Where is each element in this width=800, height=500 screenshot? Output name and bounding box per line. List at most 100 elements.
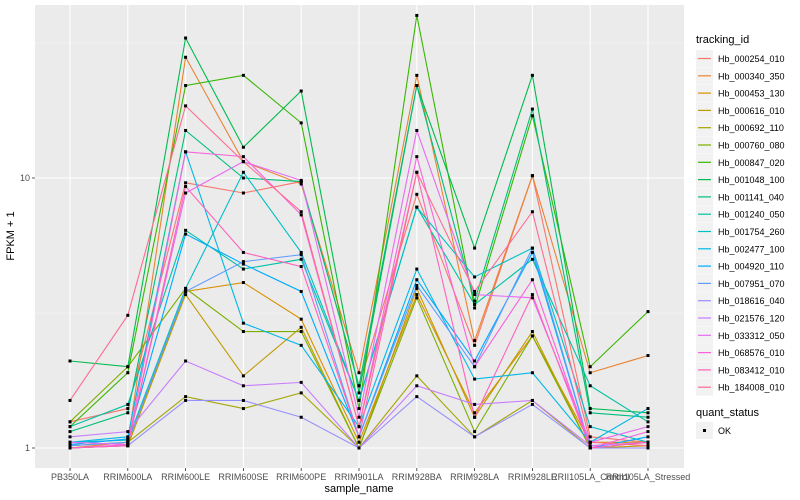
data-point bbox=[530, 174, 534, 178]
legend-label: Hb_083412_010 bbox=[718, 365, 785, 375]
data-point bbox=[126, 371, 130, 375]
data-point bbox=[588, 411, 592, 415]
data-point bbox=[646, 446, 650, 450]
data-point bbox=[357, 384, 361, 388]
data-point bbox=[126, 435, 130, 439]
data-point bbox=[530, 296, 534, 300]
data-point bbox=[530, 334, 534, 338]
data-point bbox=[646, 310, 650, 314]
data-point bbox=[68, 435, 72, 439]
data-point bbox=[241, 145, 245, 149]
data-point bbox=[473, 359, 477, 363]
data-point bbox=[299, 380, 303, 384]
data-point bbox=[473, 365, 477, 369]
data-point bbox=[415, 374, 419, 378]
data-point bbox=[68, 446, 72, 450]
data-point bbox=[473, 275, 477, 279]
x-axis: PB350LA RRIM600LA RRIM600LE RRIM600SE RRIM60… bbox=[51, 468, 690, 482]
data-point bbox=[530, 246, 534, 250]
legend-label: Hb_004920_110 bbox=[718, 262, 784, 272]
legend-items-tracking-id: Hb_000254_010 Hb_000340_350 Hb_000453_130 H… bbox=[696, 50, 785, 396]
data-point bbox=[473, 306, 477, 310]
data-point bbox=[646, 407, 650, 411]
data-point bbox=[530, 293, 534, 297]
legend-label: Hb_021576_120 bbox=[718, 314, 785, 324]
legend-shape-square bbox=[703, 429, 706, 432]
data-point bbox=[473, 246, 477, 250]
data-point bbox=[126, 365, 130, 369]
data-point bbox=[241, 160, 245, 164]
data-point bbox=[473, 430, 477, 434]
data-point bbox=[241, 374, 245, 378]
data-point bbox=[357, 391, 361, 395]
data-point bbox=[299, 265, 303, 269]
data-point bbox=[588, 365, 592, 369]
data-point bbox=[530, 250, 534, 254]
data-point bbox=[299, 178, 303, 182]
legend-label: Hb_001141_040 bbox=[718, 192, 784, 202]
data-point bbox=[473, 293, 477, 297]
y-tick-label: 1 bbox=[25, 443, 30, 453]
data-point bbox=[241, 170, 245, 174]
data-point bbox=[473, 377, 477, 381]
data-point bbox=[184, 293, 188, 297]
data-point bbox=[241, 250, 245, 254]
data-point bbox=[241, 407, 245, 411]
data-point bbox=[184, 104, 188, 108]
data-point bbox=[184, 36, 188, 40]
legend-label: Hb_001048_100 bbox=[718, 175, 785, 185]
y-axis-title: FPKM + 1 bbox=[5, 211, 17, 260]
data-point bbox=[184, 128, 188, 132]
data-point bbox=[299, 343, 303, 347]
data-point bbox=[415, 384, 419, 388]
data-point bbox=[530, 73, 534, 77]
data-point bbox=[415, 296, 419, 300]
x-tick-label: RRII105LA_Control bbox=[551, 472, 629, 482]
legend-title-tracking-id: tracking_id bbox=[696, 34, 749, 46]
data-point bbox=[184, 359, 188, 363]
data-point bbox=[68, 440, 72, 444]
legend-label: Hb_000254_010 bbox=[718, 54, 785, 64]
data-point bbox=[68, 398, 72, 402]
data-point bbox=[588, 444, 592, 448]
data-point bbox=[241, 191, 245, 195]
legend-label: OK bbox=[718, 426, 731, 436]
data-point bbox=[126, 313, 130, 317]
data-point bbox=[530, 402, 534, 406]
data-point bbox=[126, 444, 130, 448]
legend-label: Hb_000453_130 bbox=[718, 89, 785, 99]
legend-label: Hb_001240_050 bbox=[718, 210, 785, 220]
data-point bbox=[646, 444, 650, 448]
data-point bbox=[299, 325, 303, 329]
legend-items-quant-status: OK bbox=[696, 422, 731, 439]
data-point bbox=[184, 181, 188, 185]
data-point bbox=[241, 330, 245, 334]
data-point bbox=[126, 440, 130, 444]
data-point bbox=[588, 435, 592, 439]
data-point bbox=[299, 330, 303, 334]
x-tick-label: PB350LA bbox=[51, 472, 89, 482]
data-point bbox=[646, 411, 650, 415]
data-point bbox=[588, 440, 592, 444]
x-tick-label: RRII105LA_Stressed bbox=[606, 472, 691, 482]
data-point bbox=[357, 446, 361, 450]
data-point bbox=[241, 267, 245, 271]
data-point bbox=[357, 415, 361, 419]
legend-label: Hb_000847_020 bbox=[718, 158, 785, 168]
data-point bbox=[415, 170, 419, 174]
data-point bbox=[68, 444, 72, 448]
data-point bbox=[357, 425, 361, 429]
data-point bbox=[299, 391, 303, 395]
data-point bbox=[646, 420, 650, 424]
data-point bbox=[184, 185, 188, 189]
data-point bbox=[588, 446, 592, 450]
data-point bbox=[126, 402, 130, 406]
data-point bbox=[473, 303, 477, 307]
data-point bbox=[299, 89, 303, 93]
legend: tracking_id Hb_000254_010Hb_000340_350Hb… bbox=[696, 34, 785, 439]
legend-label: Hb_000616_010 bbox=[718, 106, 785, 116]
data-point bbox=[184, 191, 188, 195]
data-point bbox=[473, 343, 477, 347]
data-point bbox=[299, 317, 303, 321]
